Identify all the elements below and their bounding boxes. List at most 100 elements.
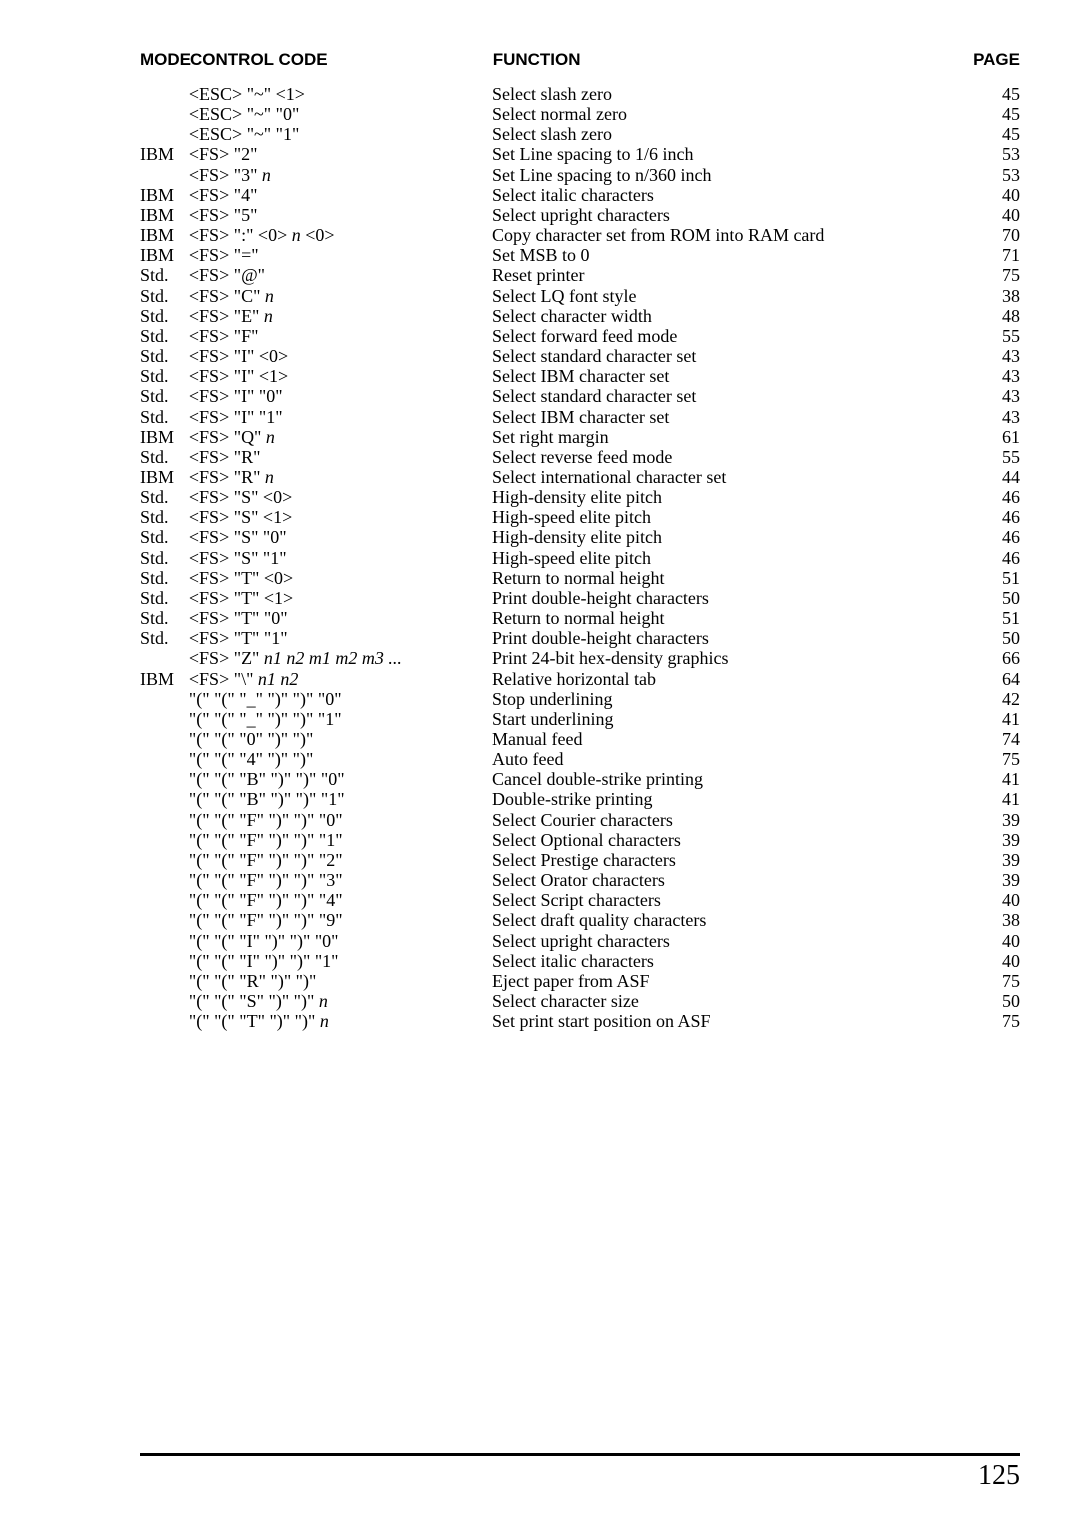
table-row: Std.<FS> "T" "0"Return to normal height5… [140, 608, 1020, 628]
cell-control-code: <ESC> "~" "0" [189, 104, 492, 124]
cell-control-code: "(" "(" "I" ")" ")" "0" [189, 931, 492, 951]
cell-page: 39 [961, 810, 1020, 830]
cell-function: Select LQ font style [492, 286, 961, 306]
cell-page: 75 [961, 971, 1020, 991]
cell-mode: IBM [140, 467, 189, 487]
table-row: <ESC> "~" "1"Select slash zero45 [140, 124, 1020, 144]
cell-mode: IBM [140, 427, 189, 447]
cell-control-code: "(" "(" "R" ")" ")" [189, 971, 492, 991]
cell-function: Select Orator characters [492, 870, 961, 890]
table-row: "(" "(" "0" ")" ")"Manual feed74 [140, 729, 1020, 749]
cell-function: Select normal zero [492, 104, 961, 124]
table-row: IBM<FS> "="Set MSB to 071 [140, 245, 1020, 265]
cell-mode: Std. [140, 346, 189, 366]
cell-control-code: "(" "(" "S" ")" ")" n [189, 991, 492, 1011]
cell-function: Select international character set [492, 467, 961, 487]
cell-control-code: <FS> "3" n [189, 165, 492, 185]
cell-page: 51 [961, 608, 1020, 628]
cell-page: 39 [961, 850, 1020, 870]
cell-control-code: <FS> "F" [189, 326, 492, 346]
cell-control-code: <FS> "S" "0" [189, 527, 492, 547]
cell-page: 41 [961, 769, 1020, 789]
cell-function: Select reverse feed mode [492, 447, 961, 467]
cell-page: 70 [961, 225, 1020, 245]
cell-page: 40 [961, 890, 1020, 910]
cell-page: 61 [961, 427, 1020, 447]
cell-mode [140, 991, 189, 1011]
cell-mode: Std. [140, 326, 189, 346]
cell-page: 50 [961, 628, 1020, 648]
cell-mode [140, 729, 189, 749]
cell-page: 43 [961, 386, 1020, 406]
cell-mode: Std. [140, 527, 189, 547]
cell-mode [140, 104, 189, 124]
cell-control-code: "(" "(" "0" ")" ")" [189, 729, 492, 749]
cell-page: 42 [961, 689, 1020, 709]
cell-control-code: <FS> "T" <0> [189, 568, 492, 588]
table-row: Std.<FS> "S" <0>High-density elite pitch… [140, 487, 1020, 507]
cell-control-code: "(" "(" "B" ")" ")" "0" [189, 769, 492, 789]
cell-control-code: "(" "(" "T" ")" ")" n [189, 1011, 492, 1031]
cell-mode: IBM [140, 669, 189, 689]
cell-mode: Std. [140, 568, 189, 588]
cell-page: 40 [961, 931, 1020, 951]
table-row: "(" "(" "B" ")" ")" "1"Double-strike pri… [140, 789, 1020, 809]
table-row: "(" "(" "I" ")" ")" "0"Select upright ch… [140, 931, 1020, 951]
cell-control-code: <FS> ":" <0> n <0> [189, 225, 492, 245]
cell-page: 46 [961, 527, 1020, 547]
cell-function: High-density elite pitch [492, 527, 961, 547]
table-row: "(" "(" "F" ")" ")" "1"Select Optional c… [140, 830, 1020, 850]
cell-mode [140, 870, 189, 890]
cell-mode: Std. [140, 386, 189, 406]
cell-function: Auto feed [492, 749, 961, 769]
cell-page: 46 [961, 487, 1020, 507]
cell-mode: Std. [140, 507, 189, 527]
cell-page: 75 [961, 749, 1020, 769]
cell-control-code: <FS> "S" <0> [189, 487, 492, 507]
cell-mode [140, 931, 189, 951]
cell-control-code: <FS> "E" n [189, 306, 492, 326]
table-row: <FS> "Z" n1 n2 m1 m2 m3 ...Print 24-bit … [140, 648, 1020, 668]
cell-page: 53 [961, 165, 1020, 185]
header-control-code: CONTROL CODE [190, 50, 493, 70]
cell-page: 53 [961, 144, 1020, 164]
cell-page: 44 [961, 467, 1020, 487]
table-row: "(" "(" "S" ")" ")" nSelect character si… [140, 991, 1020, 1011]
table-row: IBM<FS> "2"Set Line spacing to 1/6 inch5… [140, 144, 1020, 164]
cell-mode: Std. [140, 628, 189, 648]
cell-function: Set MSB to 0 [492, 245, 961, 265]
table-row: Std.<FS> "R"Select reverse feed mode55 [140, 447, 1020, 467]
cell-page: 46 [961, 507, 1020, 527]
cell-mode [140, 689, 189, 709]
cell-mode: Std. [140, 407, 189, 427]
cell-function: Relative horizontal tab [492, 669, 961, 689]
cell-function: Select Optional characters [492, 830, 961, 850]
cell-mode: IBM [140, 185, 189, 205]
cell-mode [140, 165, 189, 185]
cell-mode: IBM [140, 225, 189, 245]
cell-page: 50 [961, 588, 1020, 608]
cell-function: Set right margin [492, 427, 961, 447]
cell-mode: Std. [140, 447, 189, 467]
cell-mode [140, 830, 189, 850]
table-row: Std.<FS> "@"Reset printer75 [140, 265, 1020, 285]
cell-control-code: <FS> "T" <1> [189, 588, 492, 608]
cell-function: Copy character set from ROM into RAM car… [492, 225, 961, 245]
cell-mode [140, 749, 189, 769]
cell-control-code: <FS> "I" <1> [189, 366, 492, 386]
cell-function: Select Courier characters [492, 810, 961, 830]
cell-page: 55 [961, 326, 1020, 346]
cell-control-code: <FS> "Z" n1 n2 m1 m2 m3 ... [189, 648, 492, 668]
table-row: Std.<FS> "C" nSelect LQ font style38 [140, 286, 1020, 306]
cell-page: 66 [961, 648, 1020, 668]
cell-control-code: <ESC> "~" "1" [189, 124, 492, 144]
table-row: <FS> "3" nSet Line spacing to n/360 inch… [140, 165, 1020, 185]
table-row: "(" "(" "F" ")" ")" "3"Select Orator cha… [140, 870, 1020, 890]
table-row: Std.<FS> "F"Select forward feed mode55 [140, 326, 1020, 346]
cell-mode [140, 769, 189, 789]
table-row: Std.<FS> "I" "0"Select standard characte… [140, 386, 1020, 406]
cell-mode [140, 1011, 189, 1031]
cell-function: Select character size [492, 991, 961, 1011]
cell-function: Print 24-bit hex-density graphics [492, 648, 961, 668]
table-row: <ESC> "~" "0"Select normal zero45 [140, 104, 1020, 124]
